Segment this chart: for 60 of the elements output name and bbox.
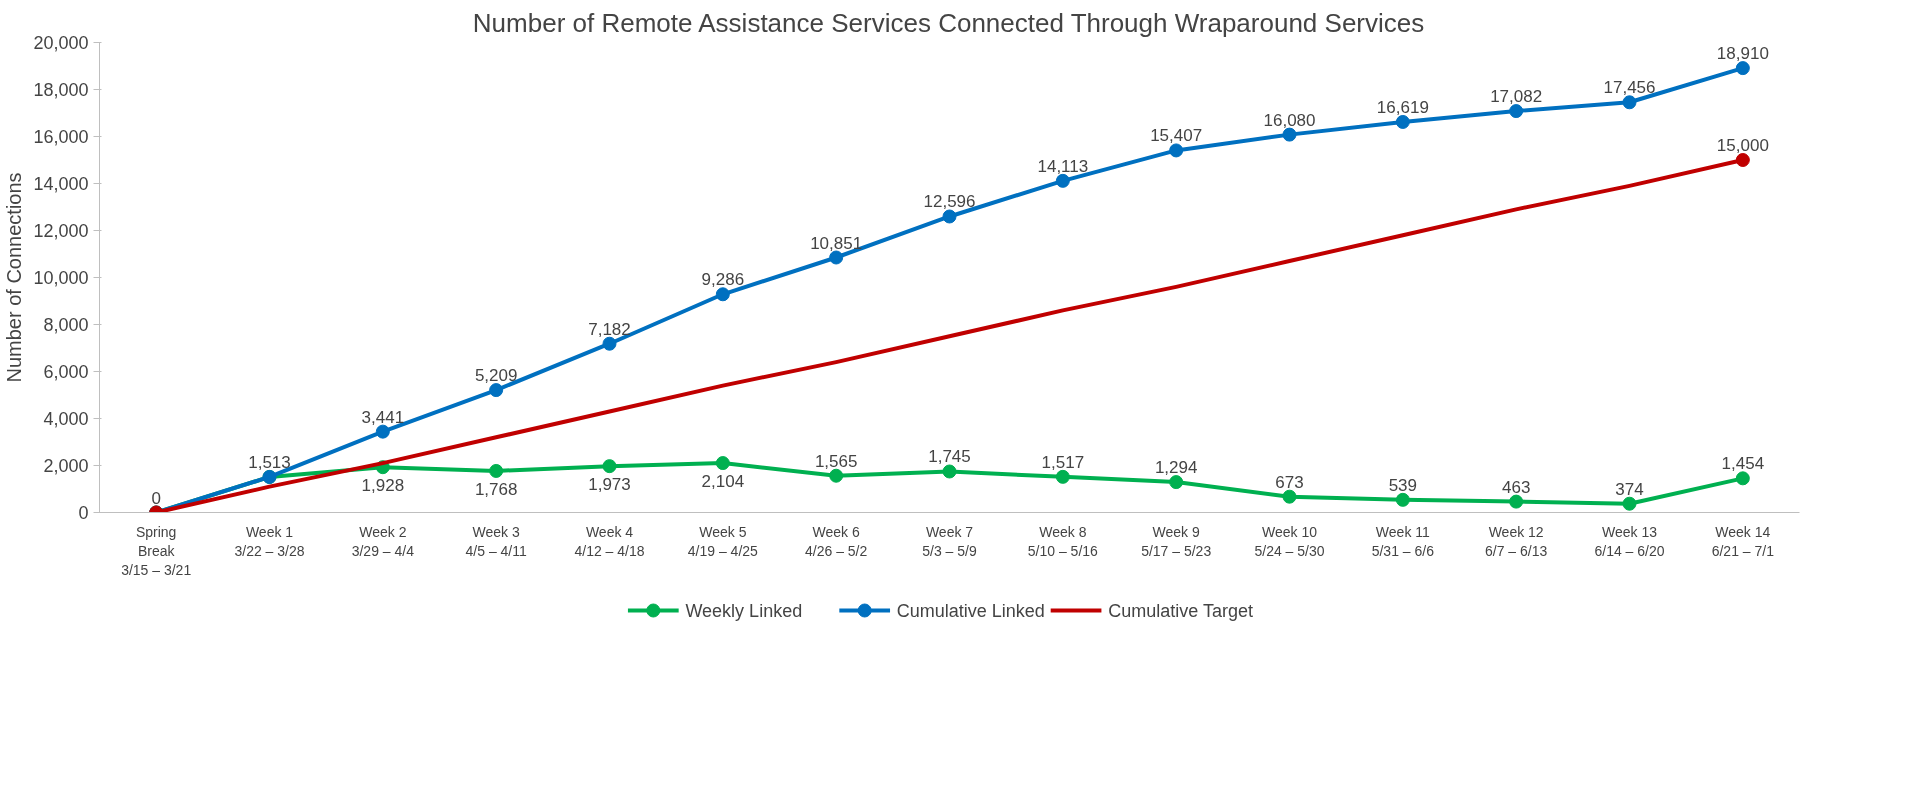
- data-label: 1,517: [1041, 452, 1085, 472]
- data-label: 10,851: [810, 233, 863, 253]
- x-tick-label: Week 8 5/10 – 5/16: [1027, 523, 1099, 559]
- x-tick-label: Week 14 6/21 – 7/1: [1711, 523, 1775, 559]
- data-label: 12,596: [923, 192, 976, 212]
- data-label: 1,565: [814, 451, 858, 471]
- data-label: 7,182: [588, 319, 631, 339]
- x-tick-label: Week 3 4/5 – 4/11: [465, 523, 527, 559]
- data-label: 16,080: [1263, 110, 1316, 130]
- data-label: 18,910: [1716, 44, 1769, 64]
- y-tick-label: 14,000: [33, 174, 89, 194]
- legend-label: Cumulative Target: [1108, 600, 1253, 621]
- data-label: 17,082: [1490, 87, 1543, 107]
- data-label: 15,000: [1716, 136, 1769, 155]
- data-label: 1,745: [928, 447, 971, 467]
- data-label: 17,456: [1603, 78, 1656, 98]
- x-tick-label: Week 5 4/19 – 4/25: [687, 523, 759, 559]
- chart-title: Number of Remote Assistance Services Connected Through Wraparound Services: [472, 7, 1425, 38]
- legend-label: Cumulative Linked: [896, 600, 1045, 621]
- data-label: 1,973: [588, 475, 631, 495]
- y-tick-label: 10,000: [33, 268, 89, 288]
- data-label: 2,104: [701, 472, 745, 492]
- data-label: 1,294: [1154, 458, 1198, 478]
- data-label: 5,209: [474, 366, 518, 386]
- y-tick-label: 18,000: [33, 80, 89, 100]
- data-label: 1,513: [248, 452, 291, 472]
- data-label: 0: [151, 488, 161, 508]
- y-tick-label: 8,000: [43, 315, 89, 335]
- x-tick-label: Week 4 4/12 – 4/18: [574, 523, 645, 559]
- y-tick-label: 4,000: [43, 409, 89, 429]
- y-tick-label: 6,000: [43, 362, 89, 382]
- y-axis-title: Number of Connections: [3, 172, 26, 383]
- x-tick-label: Week 11 5/31 – 6/6: [1371, 523, 1435, 559]
- data-label: 374: [1615, 479, 1644, 499]
- data-label: 9,286: [701, 270, 745, 290]
- x-tick-label: Week 9 5/17 – 5/23: [1141, 523, 1212, 559]
- x-tick-label: Spring Break 3/15 – 3/21: [121, 523, 192, 578]
- data-label: 3,441: [361, 407, 405, 427]
- y-tick-label: 16,000: [33, 127, 89, 147]
- x-tick-label: Week 13 6/14 – 6/20: [1594, 523, 1665, 559]
- x-tick-label: Week 1 3/22 – 3/28: [234, 523, 305, 559]
- y-tick-label: 12,000: [33, 221, 89, 241]
- y-tick-label: 20,000: [33, 33, 89, 53]
- data-label: 16,619: [1376, 97, 1429, 117]
- data-label: 1,768: [474, 479, 518, 499]
- x-tick-label: Week 12 6/7 – 6/13: [1485, 523, 1548, 559]
- legend-label: Weekly Linked: [685, 600, 803, 621]
- y-tick-label: 0: [78, 503, 89, 523]
- x-tick-label: Week 7 5/3 – 5/9: [922, 523, 977, 559]
- data-label: 14,113: [1037, 156, 1089, 176]
- data-label: 673: [1275, 472, 1304, 492]
- x-tick-label: Week 10 5/24 – 5/30: [1254, 523, 1325, 559]
- data-label: 1,928: [361, 476, 405, 496]
- x-tick-label: Week 2 3/29 – 4/4: [351, 523, 415, 559]
- data-label: 463: [1501, 477, 1531, 497]
- data-label: 539: [1388, 475, 1418, 495]
- y-tick-label: 2,000: [43, 456, 89, 476]
- x-tick-label: Week 6 4/26 – 5/2: [805, 523, 868, 559]
- data-label: 1,454: [1721, 454, 1765, 474]
- data-label: 15,407: [1150, 126, 1203, 146]
